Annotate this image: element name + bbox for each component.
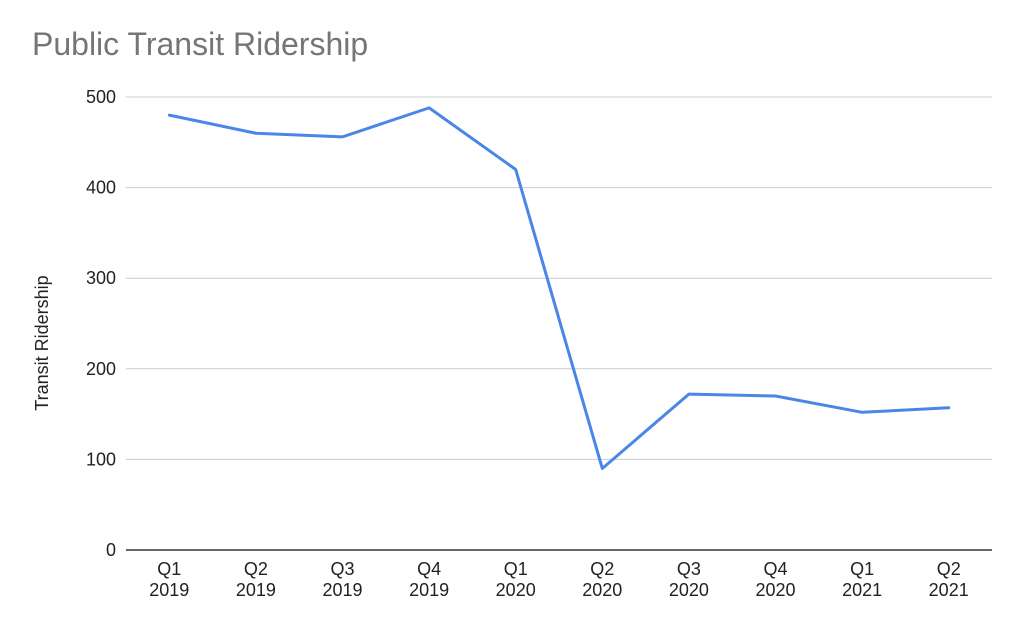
x-tick-label: Q4 2020 [755, 559, 795, 600]
y-tick-label: 300 [86, 268, 116, 288]
x-tick-label: Q2 2021 [929, 559, 969, 600]
gridlines [126, 96, 992, 551]
x-tick-label: Q4 2019 [409, 559, 449, 600]
y-tick-label: 400 [86, 178, 116, 198]
x-axis-ticks: Q1 2019 Q2 2019 Q3 2019 Q4 2019 Q1 2020 Q2 2020 Q3 20… [149, 559, 968, 600]
x-tick-label: Q2 2020 [582, 559, 622, 600]
y-axis-title: Transit Ridership [32, 275, 52, 410]
x-tick-label: Q2 2019 [236, 559, 276, 600]
x-tick-label: Q3 2019 [322, 559, 362, 600]
x-tick-label: Q3 2020 [669, 559, 709, 600]
y-tick-label: 500 [86, 87, 116, 107]
series [167, 106, 951, 470]
y-tick-label: 200 [86, 359, 116, 379]
y-tick-label: 100 [86, 449, 116, 469]
x-tick-label: Q1 2019 [149, 559, 189, 600]
chart-title: Public Transit Ridership [32, 26, 369, 62]
x-tick-label: Q1 2020 [496, 559, 536, 600]
y-axis-ticks: 0 100 200 300 400 500 [86, 87, 116, 560]
x-tick-label: Q1 2021 [842, 559, 882, 600]
y-tick-label: 0 [106, 540, 116, 560]
series-line [167, 106, 951, 470]
